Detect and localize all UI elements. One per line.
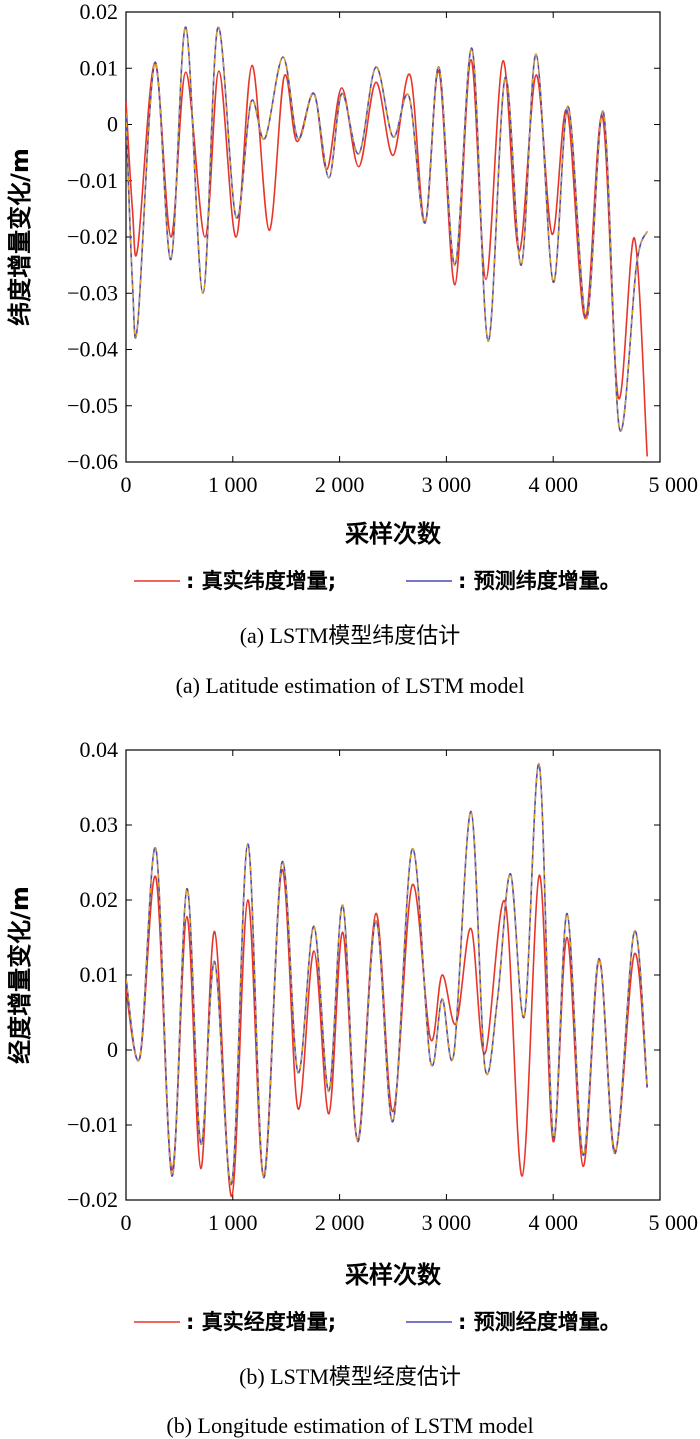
caption-en: (b) Longitude estimation of LSTM model xyxy=(166,1413,533,1438)
chart-latitude: 0 1 000 2 000 3 000 4 000 5 000 −0.06 −0.05 −0.0… xyxy=(6,0,698,698)
y-tick-label: −0.02 xyxy=(67,1187,118,1212)
y-tick-label: 0.02 xyxy=(80,0,119,24)
legend: : 真实纬度增量; : 预测纬度增量。 xyxy=(134,569,621,593)
x-tick-label: 4 000 xyxy=(528,1210,578,1235)
series-line-predicted-dash xyxy=(126,763,648,1186)
series-line-predicted xyxy=(126,763,648,1186)
y-tick-label: 0.01 xyxy=(80,55,119,80)
series-line-predicted-dash xyxy=(126,26,648,432)
y-tick-label: 0.04 xyxy=(80,737,119,762)
x-tick-label: 3 000 xyxy=(422,472,472,497)
legend-label-predicted: : 预测经度增量。 xyxy=(458,1310,621,1334)
y-tick-label: −0.06 xyxy=(67,449,118,474)
x-axis-label: 采样次数 xyxy=(345,1261,442,1289)
plot-frame xyxy=(125,11,661,463)
y-tick-label: −0.01 xyxy=(67,1112,118,1137)
y-tick-label: −0.02 xyxy=(67,224,118,249)
y-tick-label: −0.01 xyxy=(67,168,118,193)
series-line-predicted xyxy=(126,26,648,432)
x-tick-label: 1 000 xyxy=(208,1210,258,1235)
x-tick-label: 5 000 xyxy=(649,472,699,497)
y-tick-label: 0.02 xyxy=(80,887,119,912)
y-tick-label: −0.04 xyxy=(67,337,118,362)
x-tick-label: 2 000 xyxy=(315,472,365,497)
legend: : 真实经度增量; : 预测经度增量。 xyxy=(134,1310,621,1334)
series-group xyxy=(126,26,648,457)
chart-longitude: 0 1 000 2 000 3 000 4 000 5 000 −0.02 −0.01 0 0.0… xyxy=(6,737,698,1438)
x-tick-label: 0 xyxy=(121,1210,132,1235)
y-tick-label: 0 xyxy=(107,1037,118,1062)
caption-cn: (b) LSTM模型经度估计 xyxy=(239,1364,461,1389)
series-group xyxy=(126,763,648,1198)
caption-en: (a) Latitude estimation of LSTM model xyxy=(176,673,525,698)
x-tick-label: 0 xyxy=(121,472,132,497)
legend-label-true: : 真实经度增量; xyxy=(186,1310,336,1334)
y-axis-label: 纬度增量变化/m xyxy=(6,148,34,326)
x-tick-label: 5 000 xyxy=(649,1210,699,1235)
y-axis-label: 经度增量变化/m xyxy=(6,886,34,1064)
legend-label-predicted: : 预测纬度增量。 xyxy=(458,569,621,593)
y-tick-label: 0.01 xyxy=(80,962,119,987)
legend-label-true: : 真实纬度增量; xyxy=(186,569,336,593)
x-tick-label: 2 000 xyxy=(315,1210,365,1235)
y-tick-label: 0 xyxy=(107,112,118,137)
y-tick-label: 0.03 xyxy=(80,812,119,837)
x-tick-label: 1 000 xyxy=(208,472,258,497)
x-axis-label: 采样次数 xyxy=(345,520,442,548)
x-tick-label: 3 000 xyxy=(422,1210,472,1235)
y-tick-label: −0.05 xyxy=(67,393,118,418)
x-tick-label: 4 000 xyxy=(528,472,578,497)
series-line-true xyxy=(126,58,648,457)
y-tick-label: −0.03 xyxy=(67,280,118,305)
caption-cn: (a) LSTM模型纬度估计 xyxy=(240,623,461,648)
